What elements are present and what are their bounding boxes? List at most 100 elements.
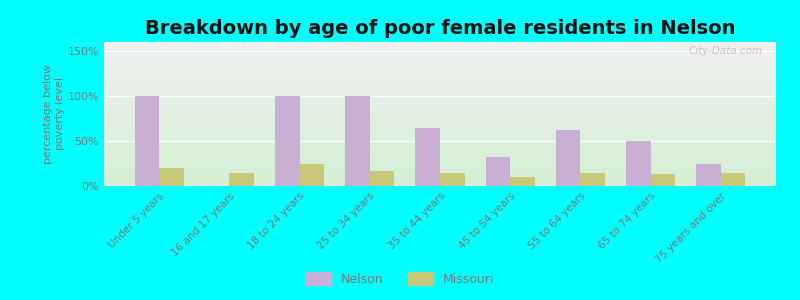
Bar [104,87,776,88]
Bar [104,93,776,94]
Bar [104,68,776,69]
Bar [346,96,370,186]
Bar [104,95,776,96]
Bar [134,96,159,186]
Bar [104,63,776,64]
Bar [104,91,776,92]
Bar [230,172,254,186]
Bar [159,168,184,186]
Bar [104,159,776,160]
Bar [104,153,776,154]
Bar [104,96,776,97]
Bar [104,125,776,126]
Bar [104,124,776,125]
Bar [104,45,776,46]
Bar [104,122,776,123]
Bar [104,80,776,81]
Bar [104,157,776,158]
Bar [104,171,776,172]
Bar [104,74,776,75]
Bar [104,59,776,60]
Bar [104,100,776,101]
Bar [104,173,776,174]
Bar [104,115,776,116]
Bar [104,52,776,53]
Bar [104,48,776,49]
Bar [104,123,776,124]
Bar [104,184,776,185]
Bar [104,103,776,104]
Bar [104,112,776,113]
Bar [104,162,776,163]
Bar [104,53,776,54]
Bar [104,182,776,183]
Bar [104,140,776,141]
Bar [104,108,776,109]
Bar [104,172,776,173]
Bar [721,172,746,186]
Bar [104,66,776,67]
Bar [626,141,650,186]
Bar [104,139,776,140]
Text: City-Data.com: City-Data.com [689,46,762,56]
Bar [104,57,776,58]
Bar [696,164,721,186]
Bar [104,169,776,170]
Bar [104,50,776,51]
Bar [104,135,776,136]
Bar [104,169,776,170]
Bar [104,178,776,179]
Bar [104,113,776,114]
Y-axis label: percentage below
poverty level: percentage below poverty level [43,64,65,164]
Bar [104,44,776,45]
Bar [104,47,776,48]
Bar [104,60,776,61]
Bar [104,49,776,50]
Bar [104,126,776,127]
Bar [104,85,776,86]
Bar [104,128,776,129]
Bar [104,147,776,148]
Bar [104,165,776,166]
Legend: Nelson, Missouri: Nelson, Missouri [301,267,499,291]
Bar [104,72,776,73]
Bar [104,161,776,162]
Bar [104,94,776,95]
Bar [104,97,776,98]
Bar [650,174,675,186]
Bar [104,175,776,176]
Bar [104,83,776,84]
Bar [104,133,776,134]
Bar [104,132,776,133]
Bar [104,137,776,138]
Bar [104,42,776,43]
Bar [104,78,776,79]
Bar [104,81,776,82]
Bar [370,171,394,186]
Bar [104,79,776,80]
Bar [104,98,776,99]
Bar [104,61,776,62]
Bar [104,54,776,55]
Bar [104,73,776,74]
Bar [104,62,776,63]
Bar [104,142,776,143]
Bar [581,173,605,186]
Bar [104,170,776,171]
Bar [104,51,776,52]
Bar [104,109,776,110]
Bar [104,86,776,87]
Bar [104,151,776,152]
Bar [104,82,776,83]
Bar [104,104,776,105]
Bar [104,46,776,47]
Bar [104,154,776,155]
Bar [104,183,776,184]
Bar [556,130,581,186]
Bar [104,179,776,180]
Bar [104,148,776,149]
Bar [104,138,776,139]
Bar [104,90,776,91]
Bar [104,131,776,132]
Bar [275,96,299,186]
